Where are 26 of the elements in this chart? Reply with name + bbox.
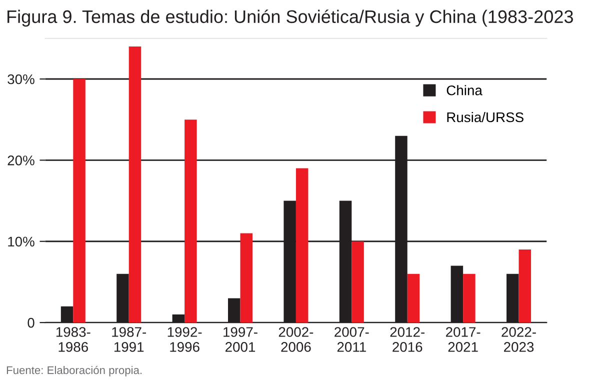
- x-tick-label: 1997- 2001: [224, 327, 258, 352]
- y-tick-label: 10%: [8, 236, 34, 247]
- x-tick-label: 2012- 2016: [390, 327, 425, 352]
- y-tick-label: 30%: [8, 74, 34, 84]
- source-note: Fuente: Elaboración propia.: [6, 366, 142, 376]
- bar: [463, 274, 476, 323]
- bar: [240, 233, 253, 323]
- chart-title: Figura 9. Temas de estudio: Unión Soviética/Rusia y China (1983-2023: [8, 10, 573, 27]
- bar: [184, 120, 197, 323]
- bar: [407, 274, 420, 323]
- x-tick-label: 2002- 2006: [278, 327, 314, 352]
- x-tick-label: 2017- 2021: [446, 327, 480, 352]
- legend-label: China: [446, 85, 482, 96]
- bar: [352, 241, 364, 323]
- x-tick-label: 2022- 2023: [502, 327, 536, 352]
- legend-label: Rusia/URSS: [447, 112, 524, 122]
- bar: [296, 168, 308, 323]
- bar: [128, 46, 142, 323]
- x-tick-label: 1987- 1991: [112, 327, 146, 352]
- x-tick-label: 2007- 2011: [334, 327, 369, 352]
- y-tick-label: 0: [28, 318, 34, 328]
- y-tick-label: 20%: [8, 156, 34, 166]
- x-tick-label: 1983- 1986: [56, 327, 90, 352]
- x-tick-label: 1992- 1996: [168, 327, 202, 352]
- bar: [73, 78, 86, 323]
- bar: [518, 249, 532, 323]
